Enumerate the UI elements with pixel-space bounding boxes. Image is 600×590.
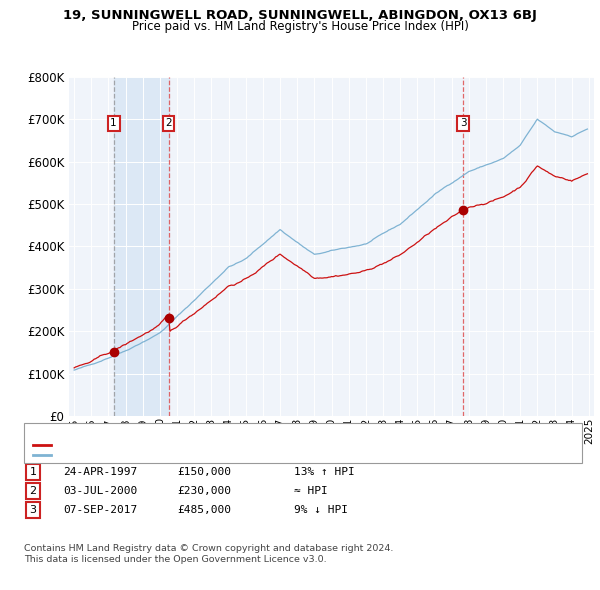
Text: £485,000: £485,000: [177, 505, 231, 514]
Text: 24-APR-1997: 24-APR-1997: [63, 467, 137, 477]
Text: HPI: Average price, detached house, Vale of White Horse: HPI: Average price, detached house, Vale…: [55, 451, 351, 460]
Text: ≈ HPI: ≈ HPI: [294, 486, 328, 496]
Text: This data is licensed under the Open Government Licence v3.0.: This data is licensed under the Open Gov…: [24, 555, 326, 563]
Text: 3: 3: [460, 119, 466, 129]
Text: 1: 1: [29, 467, 37, 477]
Text: 13% ↑ HPI: 13% ↑ HPI: [294, 467, 355, 477]
Text: 1: 1: [110, 119, 117, 129]
Text: 2: 2: [29, 486, 37, 496]
Text: 19, SUNNINGWELL ROAD, SUNNINGWELL, ABINGDON, OX13 6BJ: 19, SUNNINGWELL ROAD, SUNNINGWELL, ABING…: [63, 9, 537, 22]
Text: £150,000: £150,000: [177, 467, 231, 477]
Text: 03-JUL-2000: 03-JUL-2000: [63, 486, 137, 496]
Text: 07-SEP-2017: 07-SEP-2017: [63, 505, 137, 514]
Text: Contains HM Land Registry data © Crown copyright and database right 2024.: Contains HM Land Registry data © Crown c…: [24, 544, 394, 553]
Text: £230,000: £230,000: [177, 486, 231, 496]
Text: 3: 3: [29, 505, 37, 514]
Text: 2: 2: [165, 119, 172, 129]
Bar: [113, 77, 169, 416]
Text: Price paid vs. HM Land Registry's House Price Index (HPI): Price paid vs. HM Land Registry's House …: [131, 20, 469, 33]
Text: 19, SUNNINGWELL ROAD, SUNNINGWELL, ABINGDON, OX13 6BJ (detached house): 19, SUNNINGWELL ROAD, SUNNINGWELL, ABING…: [55, 440, 482, 450]
Text: 9% ↓ HPI: 9% ↓ HPI: [294, 505, 348, 514]
